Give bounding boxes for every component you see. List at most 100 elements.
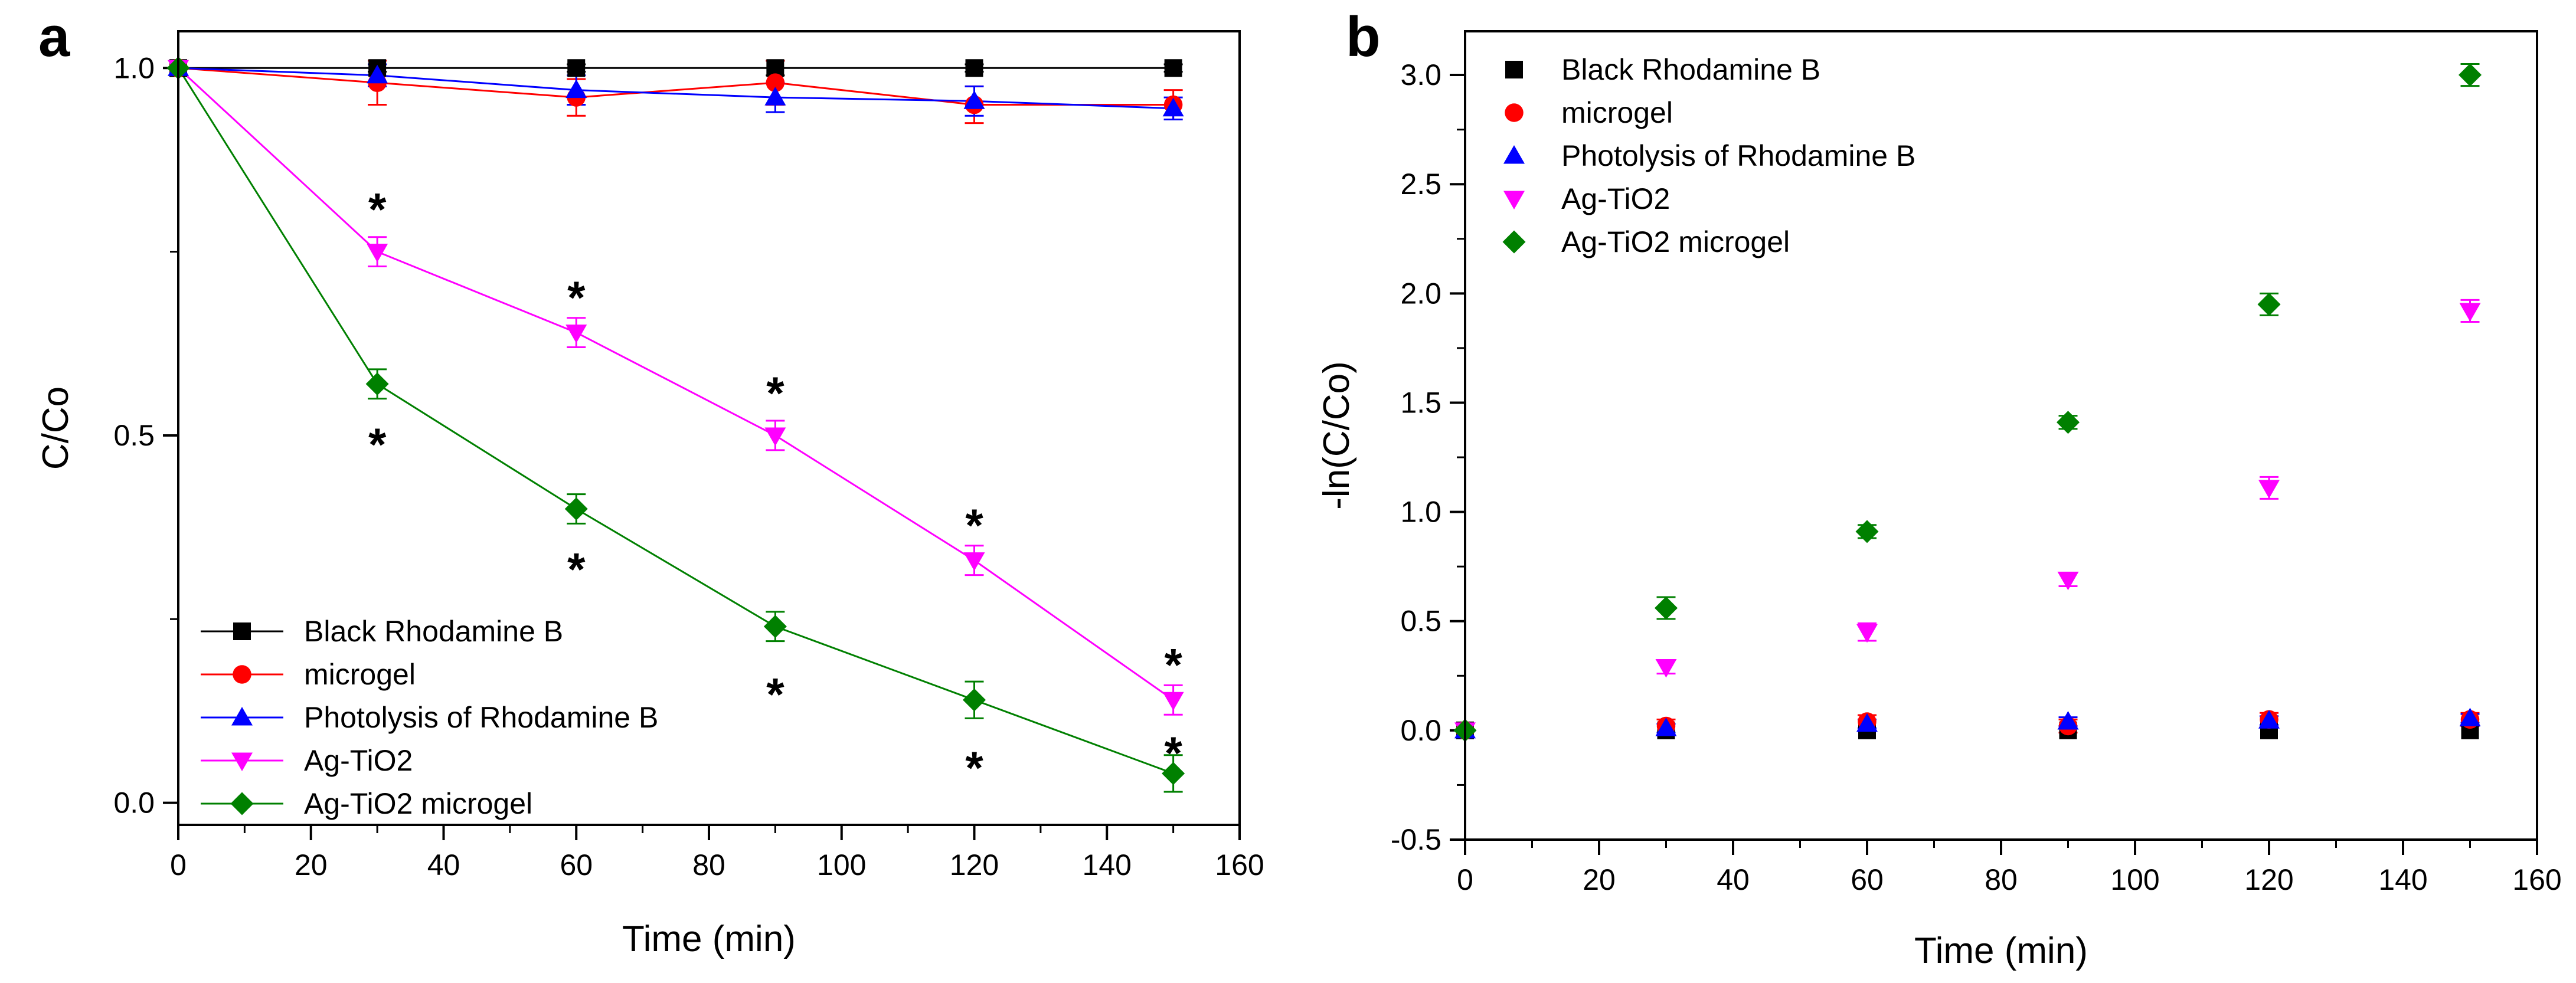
data-point-photolysis-of-rhodamine-b: [2459, 707, 2481, 726]
data-point-black-rhodamine-b: [567, 59, 586, 77]
x-tick-label: 40: [1717, 863, 1750, 896]
legend-item-black-rhodamine-b: Black Rhodamine B: [1505, 53, 1820, 86]
panel-b-y-axis-label: -ln(C/Co): [1316, 361, 1357, 509]
significance-star: *: [368, 183, 387, 235]
legend-marker: [1505, 61, 1523, 78]
y-tick-label: 0.0: [1400, 714, 1441, 747]
data-point-ag-tio2: [963, 552, 985, 571]
data-point-photolysis-of-rhodamine-b: [1856, 713, 1878, 732]
data-point-ag-tio2: [367, 244, 388, 263]
x-tick-label: 40: [427, 848, 460, 882]
panel-a-lines: [177, 67, 1174, 775]
legend-label: Photolysis of Rhodamine B: [1561, 139, 1915, 172]
legend-marker: [231, 752, 253, 771]
legend-marker: [231, 707, 253, 726]
y-tick-label: -0.5: [1391, 823, 1441, 856]
legend-marker: [1505, 103, 1524, 122]
data-point-ag-tio2: [1162, 692, 1184, 711]
data-point-ag-tio2: [1655, 658, 1677, 678]
data-point-ag-tio2: [565, 325, 587, 343]
data-point-ag-tio2-microgel: [2257, 293, 2281, 316]
legend-item-microgel: microgel: [201, 658, 416, 691]
data-point-ag-tio2-microgel: [564, 497, 588, 520]
legend-item-photolysis-of-rhodamine-b: Photolysis of Rhodamine B: [201, 701, 658, 734]
data-point-ag-tio2: [2258, 480, 2280, 499]
data-point-photolysis-of-rhodamine-b: [1655, 717, 1677, 736]
legend-marker: [1503, 191, 1525, 209]
legend-item-ag-tio2: Ag-TiO2: [201, 744, 413, 777]
panel-b-x-axis-label: Time (min): [1914, 930, 2088, 971]
data-point-ag-tio2: [764, 427, 786, 446]
x-tick-label: 100: [817, 848, 866, 882]
data-point-ag-tio2-microgel: [1655, 597, 1678, 620]
series-line-photolysis-of-rhodamine-b: [178, 67, 1173, 110]
y-tick-label: 1.0: [1400, 496, 1441, 529]
x-tick-label: 120: [2244, 863, 2293, 896]
panel-a-legend: Black Rhodamine B microgel Photolysis of R…: [201, 615, 658, 820]
significance-star: *: [766, 367, 784, 419]
data-point-photolysis-of-rhodamine-b: [2258, 710, 2280, 729]
data-point-ag-tio2-microgel: [963, 688, 986, 712]
panel-a-significance: * * * * * * * * * *: [368, 183, 1183, 793]
series-line-ag-tio2-microgel: [177, 67, 1174, 775]
legend-marker: [230, 792, 254, 815]
legend-label: Ag-TiO2: [1561, 182, 1670, 215]
data-point-photolysis-of-rhodamine-b: [963, 90, 985, 109]
series-line-microgel: [178, 67, 1173, 106]
legend-label: Black Rhodamine B: [1561, 53, 1820, 86]
data-point-ag-tio2: [2057, 571, 2079, 591]
data-point-photolysis-of-rhodamine-b: [2057, 711, 2079, 730]
x-tick-label: 0: [1457, 863, 1473, 896]
y-tick-label: 2.5: [1400, 168, 1441, 201]
y-tick-label: 0.0: [113, 787, 155, 820]
legend-label: Ag-TiO2 microgel: [1561, 225, 1790, 258]
legend-item-ag-tio2: Ag-TiO2: [1503, 182, 1670, 215]
y-tick-label: 0.5: [1400, 605, 1441, 638]
legend-marker: [1503, 145, 1525, 164]
legend-marker: [233, 622, 251, 640]
data-point-ag-tio2-microgel: [2057, 411, 2080, 434]
data-point-photolysis-of-rhodamine-b: [565, 79, 587, 99]
significance-star: *: [965, 499, 983, 551]
y-tick-label: 3.0: [1400, 58, 1441, 91]
legend-label: Ag-TiO2: [304, 744, 413, 777]
panel-b-legend: Black Rhodamine B microgel Photolysis of R…: [1502, 53, 1915, 258]
data-point-ag-tio2-microgel: [1162, 762, 1185, 785]
panel-a-label: a: [38, 5, 70, 68]
panel-a-y-axis-label: C/Co: [35, 386, 76, 470]
legend-item-microgel: microgel: [1505, 96, 1673, 129]
x-tick-label: 140: [1083, 848, 1132, 882]
panel-b-markers: [1453, 63, 2482, 742]
data-point-ag-tio2: [2459, 303, 2481, 322]
data-point-ag-tio2-microgel: [365, 372, 389, 396]
x-tick-label: 100: [2110, 863, 2159, 896]
y-tick-label: 2.0: [1400, 277, 1441, 310]
data-point-ag-tio2-microgel: [2459, 63, 2482, 87]
data-point-photolysis-of-rhodamine-b: [367, 64, 388, 84]
panel-b-chart: b 0 20 40 60 80 100 120 140 160 -0.5 0.0 0.5 1.0 1.5 2…: [1316, 5, 2562, 971]
data-point-microgel: [766, 73, 785, 92]
legend-label: microgel: [304, 658, 416, 691]
legend-label: Ag-TiO2 microgel: [304, 787, 532, 820]
legend-item-black-rhodamine-b: Black Rhodamine B: [201, 615, 563, 648]
data-point-black-rhodamine-b: [965, 59, 983, 77]
legend-label: Black Rhodamine B: [304, 615, 563, 648]
significance-star: *: [567, 271, 586, 323]
significance-star: *: [766, 668, 784, 720]
y-tick-label: 0.5: [113, 419, 155, 452]
legend-item-ag-tio2-microgel: Ag-TiO2 microgel: [1502, 225, 1790, 258]
significance-star: *: [368, 418, 387, 470]
significance-star: *: [965, 742, 983, 794]
data-point-photolysis-of-rhodamine-b: [764, 87, 786, 106]
data-point-ag-tio2: [1856, 624, 1878, 643]
x-tick-label: 140: [2378, 863, 2427, 896]
data-point-black-rhodamine-b: [1164, 59, 1182, 77]
panel-b-label: b: [1346, 5, 1381, 68]
data-point-ag-tio2-microgel: [1855, 520, 1879, 543]
x-tick-label: 120: [950, 848, 999, 882]
x-tick-label: 20: [1583, 863, 1616, 896]
x-tick-label: 80: [692, 848, 725, 882]
